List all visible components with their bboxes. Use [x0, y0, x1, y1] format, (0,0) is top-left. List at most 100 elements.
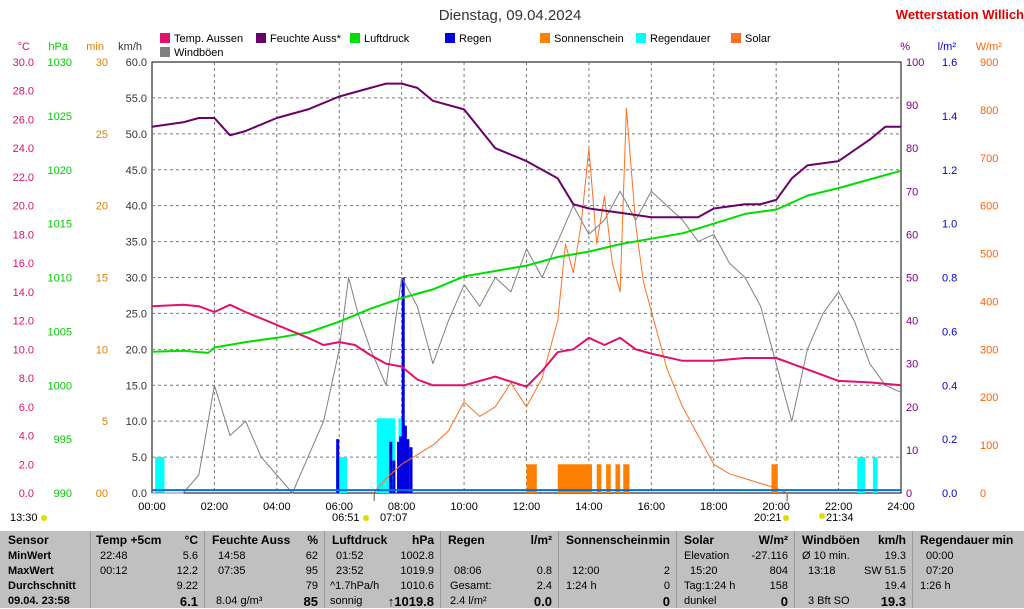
rain-tick-label: 1.6 — [942, 57, 957, 69]
gust-current: 19.3 — [880, 594, 906, 609]
col-pressure: Luftdruck hPa 01:52 1002.8 23:52 1019.9 … — [324, 531, 441, 609]
pressure-min-time: 01:52 — [336, 550, 364, 562]
rain-total-value: 2.4 — [536, 580, 552, 592]
line-layer — [151, 82, 902, 494]
solar-tick-label: 200 — [980, 392, 998, 404]
legend-swatch — [636, 33, 646, 43]
pressure-line — [151, 169, 902, 354]
col-rain: Regen l/m² 08:06 0.8 Gesamt: 2.4 2.4 l/m… — [440, 531, 559, 609]
solar-elevation-value: -27.116 — [751, 550, 789, 562]
legend-label: Temp. Aussen — [174, 33, 243, 45]
legend-swatch — [445, 33, 455, 43]
legend-label: Windböen — [174, 47, 224, 59]
rain-bar — [403, 425, 407, 493]
gust-max-dir: SW — [864, 565, 882, 577]
moon-time-label: 21:34 — [826, 512, 854, 524]
pressure-tick-label: 990 — [54, 488, 72, 500]
humidity-avg: 79 — [305, 580, 318, 592]
col-temp: Temp +5cm °C 22:48 5.6 00:12 12.2 9.22 6… — [90, 531, 205, 609]
solar-elevation-label: Elevation — [684, 550, 730, 562]
pressure-current: ↑1019.8 — [387, 594, 434, 609]
gust-tick-label: 60.0 — [126, 57, 147, 69]
x-tick-label: 08:00 — [388, 501, 416, 513]
grid — [152, 62, 901, 493]
rain-tick-label: 0.2 — [942, 434, 957, 446]
pressure-unit: hPa — [411, 533, 434, 547]
sunrise-label: 06:51 — [332, 512, 360, 524]
rain-current-label: 2.4 l/m² — [450, 595, 487, 607]
col-sensor: Sensor MinWert MaxWert Durchschnitt 09.0… — [0, 531, 91, 608]
gust-tick-label: 35.0 — [126, 237, 147, 249]
legend-swatch — [256, 33, 266, 43]
legend-label: Feuchte Auss* — [270, 33, 342, 45]
sunshine-bar — [606, 464, 611, 493]
x-tick-label: 06:00 — [325, 501, 353, 513]
minutes-tick-label: 20 — [96, 201, 108, 213]
temp-min-time: 22:48 — [100, 550, 128, 562]
humidity-unit: % — [307, 533, 318, 547]
temp-tick-label: 24.0 — [13, 143, 34, 155]
col-gust: Windböen km/h Ø 10 min. 19.3 13:18 SW 51… — [794, 531, 913, 609]
minutes-tick-label: 30 — [96, 57, 108, 69]
rain-current: 0.0 — [533, 594, 552, 609]
solar-current: 0 — [780, 594, 788, 609]
minutes-axis-label: min — [86, 41, 104, 53]
rain-max-time: 08:06 — [454, 565, 482, 577]
rain-bar — [406, 439, 410, 493]
legend-swatch — [731, 33, 741, 43]
rain-duration-bar — [872, 457, 878, 493]
sensor-header: Sensor — [8, 533, 49, 547]
pressure-min-value: 1002.8 — [400, 550, 434, 562]
solar-axis-label: W/m² — [976, 41, 1003, 53]
temp-unit: °C — [184, 533, 198, 547]
solar-tick-label: 700 — [980, 153, 998, 165]
temp-current: 6.1 — [179, 594, 198, 609]
rain-unit: l/m² — [530, 533, 552, 547]
solar-tick-label: 400 — [980, 296, 998, 308]
rain-tick-label: 0.4 — [942, 380, 957, 392]
pressure-tick-label: 1025 — [48, 111, 72, 123]
rain-max-value: 0.8 — [536, 565, 552, 577]
gust-tick-label: 40.0 — [126, 201, 147, 213]
gust-avg-value: 19.3 — [884, 550, 906, 562]
humidity-tick-label: 40 — [906, 316, 918, 328]
pressure-tick-label: 1000 — [48, 380, 72, 392]
sunshine-max-time: 12:00 — [572, 565, 600, 577]
gust-current-label: 3 Bft SO — [808, 595, 850, 607]
temp-axis-label: °C — [18, 41, 30, 53]
minutes-tick-label: 10 — [96, 344, 108, 356]
temp-tick-label: 8.0 — [19, 373, 34, 385]
solar-day-label: Tag:1:24 h — [684, 580, 736, 592]
gust-tick-label: 30.0 — [126, 273, 147, 285]
rain-duration-row2: 07:20 — [926, 565, 954, 577]
temp-min-value: 5.6 — [182, 550, 198, 562]
sunshine-max-value: 2 — [663, 565, 670, 577]
humidity-tick-label: 80 — [906, 143, 918, 155]
humidity-min-value: 62 — [305, 550, 318, 562]
gust-mean: 19.4 — [884, 580, 906, 592]
pressure-tick-label: 1005 — [48, 326, 72, 338]
sunrise-time-label: 07:07 — [380, 512, 408, 524]
temp-header: Temp +5cm — [96, 533, 162, 547]
sunshine-bar — [623, 464, 630, 493]
sunshine-bar — [771, 464, 778, 493]
col-solar: Solar W/m² Elevation -27.116 15:20 804 T… — [676, 531, 795, 609]
solar-max-time: 15:20 — [690, 565, 718, 577]
gust-tick-label: 55.0 — [126, 93, 147, 105]
rain-bar — [389, 441, 393, 493]
sunset-icon — [783, 515, 789, 521]
col-rain-duration: Regendauer min 00:00 07:20 1:26 h — [912, 531, 1024, 608]
solar-tick-label: 0 — [980, 488, 986, 500]
legend: Temp. Aussen Feuchte Auss* Luftdruck Regen S… — [160, 33, 771, 59]
rain-tick-label: 1.2 — [942, 165, 957, 177]
x-tick-label: 24:00 — [887, 501, 915, 513]
rain-duration-bar — [155, 457, 165, 493]
gust-header: Windböen — [802, 533, 860, 547]
temp-tick-label: 12.0 — [13, 316, 34, 328]
temp-max-value: 12.2 — [176, 565, 198, 577]
pressure-tick-label: 1020 — [48, 165, 72, 177]
humidity-tick-label: 20 — [906, 402, 918, 414]
solar-tick-label: 800 — [980, 105, 998, 117]
legend-label: Luftdruck — [364, 33, 410, 45]
solar-tick-label: 300 — [980, 344, 998, 356]
